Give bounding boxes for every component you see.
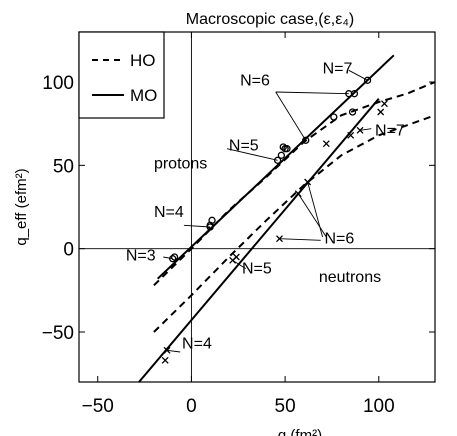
leader-line [279, 238, 321, 241]
proton-point [350, 90, 359, 98]
axis-ticks: −50 0 50 100 −50 0 50 100 [42, 32, 435, 417]
leader-line [297, 193, 327, 238]
annotation-label: N=6 [240, 72, 270, 89]
y-axis-label-text: q_eff (efm²) [13, 168, 30, 245]
proton-point [302, 136, 310, 144]
proton-point [170, 253, 179, 261]
chart-title: Macroscopic case,(ε,ε₄) [186, 11, 354, 28]
annotation-label: protons [154, 156, 207, 173]
zero-axes [79, 32, 435, 382]
leader-line [163, 256, 173, 260]
annotation-label: N=3 [126, 247, 156, 264]
neutron-point [276, 235, 283, 243]
mo-line-neutrons [138, 98, 380, 382]
x-tick-label: 50 [275, 396, 296, 417]
proton-point [330, 113, 338, 121]
neutron-point [294, 190, 302, 198]
y-tick-label: 0 [63, 240, 74, 261]
annotation-label: N=5 [242, 261, 272, 278]
y-tick-label: −50 [42, 323, 74, 344]
leader-line [307, 181, 324, 238]
neutron-point [232, 253, 240, 261]
annotation-label: N=7 [375, 122, 405, 139]
leader-line [359, 128, 372, 131]
leader-line [183, 224, 211, 228]
neutron-point [377, 108, 385, 116]
neutron-point [380, 100, 388, 108]
neutron-point [163, 346, 171, 354]
y-tick-label: 100 [42, 73, 74, 94]
y-tick-label: 50 [53, 156, 74, 177]
proton-point [363, 76, 372, 84]
x-axis-label: q (fm²) [278, 427, 322, 436]
proton-point [169, 255, 177, 263]
proton-point [277, 151, 286, 159]
neutron-point [356, 126, 364, 134]
annotation-label: N=4 [154, 204, 184, 221]
plot-frame [78, 31, 436, 383]
neutron-point [304, 178, 312, 186]
neutron-point [322, 140, 330, 148]
proton-point [279, 143, 287, 151]
neutron-point [347, 131, 355, 139]
ho-line-neutrons [153, 114, 435, 333]
annotation-label: N=4 [182, 336, 212, 353]
annotation-label: neutrons [319, 269, 381, 286]
legend-box [78, 31, 165, 119]
proton-point [273, 156, 282, 164]
leader-line [226, 148, 278, 161]
y-axis-label: q_eff (efm²) [13, 168, 30, 245]
annotations: protons neutrons N=3 N=4 N=5 N=6 N=7 N=4 N=5 N=6 N… [126, 61, 405, 353]
leader-line [275, 91, 307, 141]
leader-lines [163, 69, 372, 353]
legend: HO MO [78, 31, 165, 119]
data-points [161, 76, 388, 364]
proton-point [283, 145, 291, 153]
neutron-point [161, 356, 169, 364]
proton-point [208, 216, 216, 224]
legend-label-mo: MO [130, 86, 157, 105]
annotation-label: N=6 [324, 231, 354, 248]
legend-label-ho: HO [130, 51, 156, 70]
ho-line-protons [153, 81, 435, 287]
leader-line [167, 349, 181, 353]
x-tick-label: 100 [363, 396, 395, 417]
x-tick-label: −50 [82, 396, 114, 417]
leader-line [275, 91, 349, 95]
annotation-label: N=5 [229, 137, 259, 154]
annotation-label: N=7 [323, 61, 353, 78]
proton-point [348, 108, 357, 116]
x-tick-label: 0 [186, 396, 197, 417]
